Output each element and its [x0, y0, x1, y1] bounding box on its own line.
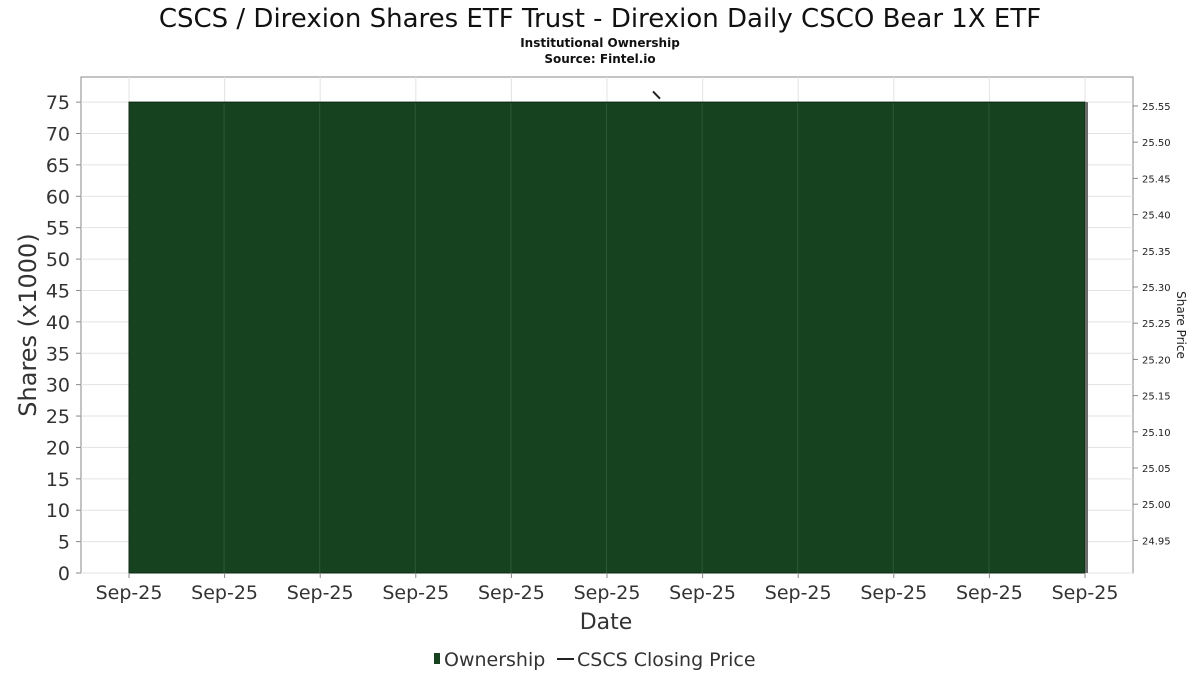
y-tick-label: 20: [46, 437, 70, 459]
x-tick-label: Sep-25: [287, 582, 354, 604]
x-axis-label: Date: [580, 610, 633, 635]
y2-tick-label: 25.20: [1142, 355, 1171, 366]
y2-tick-label: 25.40: [1142, 211, 1171, 222]
ownership-area-edge: [1085, 102, 1088, 573]
chart-source: Source: Fintel.io: [544, 52, 655, 66]
ownership-area-layer: [128, 101, 1088, 574]
y-axis-label: Shares (x1000): [14, 233, 42, 416]
x-tick-label: Sep-25: [191, 582, 258, 604]
x-tick-label: Sep-25: [574, 582, 641, 604]
y2-tick-label: 25.45: [1142, 174, 1171, 185]
y-tick-label: 50: [46, 249, 70, 271]
x-tick-label: Sep-25: [1052, 582, 1119, 604]
x-axis: Sep-25 Sep-25 Sep-25 Sep-25 Sep-25 Sep-25 Sep-…: [96, 573, 1119, 604]
y-tick-label: 45: [46, 280, 70, 302]
legend: Ownership CSCS Closing Price: [434, 649, 756, 671]
y-tick-label: 70: [46, 124, 70, 146]
y2-tick-label: 25.25: [1142, 319, 1171, 330]
y-tick-label: 75: [46, 92, 70, 114]
y-tick-label: 55: [46, 218, 70, 240]
price-line: [652, 90, 661, 100]
y-tick-label: 35: [46, 343, 70, 365]
x-tick-label: Sep-25: [956, 582, 1023, 604]
y2-tick-label: 25.50: [1142, 138, 1171, 149]
y2-tick-label: 25.30: [1142, 283, 1171, 294]
y-tick-label: 0: [58, 563, 70, 585]
price-line-layer: [652, 90, 661, 100]
x-tick-label: Sep-25: [860, 582, 927, 604]
y-tick-label: 30: [46, 375, 70, 397]
y2-tick-label: 25.00: [1142, 500, 1171, 511]
ownership-step-lines: [223, 103, 990, 573]
x-tick-label: Sep-25: [765, 582, 832, 604]
y2-tick-label: 24.95: [1142, 536, 1171, 547]
y-axis: 0 5 10 15 20 25 30 35 40 45 50 55 60 65 70 75: [46, 92, 81, 585]
legend-label-price: CSCS Closing Price: [577, 649, 756, 671]
chart-title: CSCS / Direxion Shares ETF Trust - Direx…: [159, 4, 1041, 34]
x-tick-label: Sep-25: [669, 582, 736, 604]
y-tick-label: 10: [46, 500, 70, 522]
y-tick-label: 15: [46, 469, 70, 491]
y2-tick-label: 25.15: [1142, 392, 1171, 403]
y2-axis: 24.95 25.00 25.05 25.10 25.15 25.20 25.25 25.30…: [1133, 102, 1171, 547]
chart-subtitle: Institutional Ownership: [520, 36, 680, 50]
y2-tick-label: 25.55: [1142, 102, 1171, 113]
y2-tick-label: 25.10: [1142, 428, 1171, 439]
y-tick-label: 65: [46, 155, 70, 177]
y-tick-label: 60: [46, 186, 70, 208]
x-tick-label: Sep-25: [382, 582, 449, 604]
y-tick-label: 25: [46, 406, 70, 428]
y-tick-label: 40: [46, 312, 70, 334]
legend-label-ownership: Ownership: [444, 649, 545, 671]
y-tick-label: 5: [58, 532, 70, 554]
y2-tick-label: 25.35: [1142, 247, 1171, 258]
legend-swatch-ownership: [434, 653, 440, 664]
x-tick-label: Sep-25: [478, 582, 545, 604]
x-tick-label: Sep-25: [96, 582, 163, 604]
y2-axis-label: Share Price: [1174, 291, 1188, 359]
y2-tick-label: 25.05: [1142, 464, 1171, 475]
